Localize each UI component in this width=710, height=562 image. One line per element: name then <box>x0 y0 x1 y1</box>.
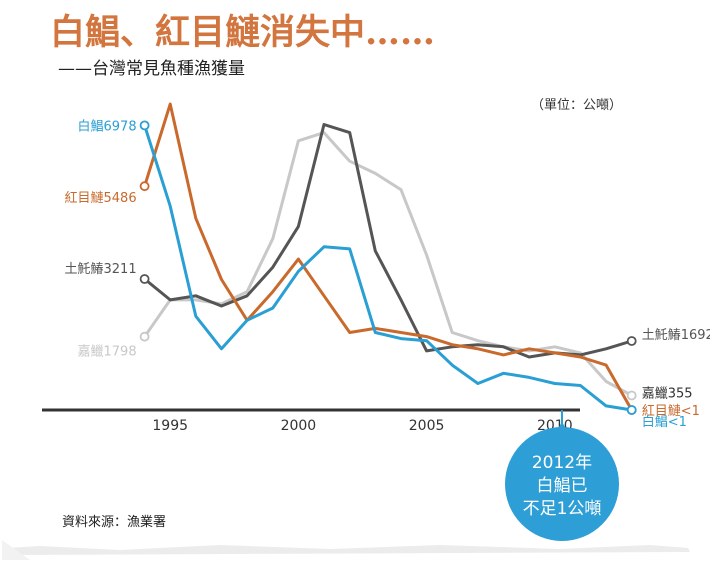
start-label-seabream: 嘉鱲1798 <box>78 345 137 360</box>
series-layer <box>139 102 637 415</box>
data-point-croaker-2003 <box>374 249 377 253</box>
data-point-white_pomfret-2007 <box>476 382 480 385</box>
data-point-white_pomfret-2003 <box>374 331 377 334</box>
start-label-croaker: 土魠鰆3211 <box>65 261 137 277</box>
endpoint-marker-croaker-1994 <box>139 274 150 284</box>
data-point-seabream-2010 <box>553 345 556 348</box>
end-label-bigeye: 紅目鰱<1 <box>642 404 700 419</box>
data-point-seabream-2005 <box>425 253 428 257</box>
endpoint-marker-croaker-2013 <box>626 336 637 346</box>
data-point-croaker-2004 <box>399 298 403 302</box>
endpoint-marker-bigeye-1994 <box>139 181 150 192</box>
data-point-bigeye-2008 <box>502 353 505 357</box>
data-point-white_pomfret-2004 <box>399 337 403 340</box>
endpoint-marker-white_pomfret-1994 <box>139 120 150 131</box>
data-point-bigeye-2010 <box>553 351 556 355</box>
end-label-croaker: 土魠鰆1692 <box>642 327 710 343</box>
data-point-white_pomfret-1997 <box>220 347 223 350</box>
paper-fold <box>2 540 30 560</box>
data-point-bigeye-2000 <box>297 257 300 261</box>
data-point-white_pomfret-2009 <box>528 376 531 379</box>
end-label-white_pomfret: 白鯧<1 <box>642 414 687 430</box>
series-line-white_pomfret <box>143 124 632 412</box>
paper-edge <box>6 545 690 555</box>
data-point-bigeye-2011 <box>579 355 582 359</box>
data-point-white_pomfret-2005 <box>425 339 428 342</box>
series-line-seabream <box>143 131 633 397</box>
data-point-seabream-2007 <box>476 339 480 342</box>
data-point-bigeye-2002 <box>348 331 351 334</box>
data-point-bigeye-1996 <box>194 217 197 220</box>
x-tick-1995: 1995 <box>152 418 188 434</box>
data-point-croaker-2008 <box>502 345 505 348</box>
chart-subtitle: ——台灣常見魚種漁獲量 <box>58 59 245 79</box>
x-tick-2000: 2000 <box>281 418 317 434</box>
data-point-seabream-2003 <box>374 172 377 175</box>
data-point-white_pomfret-2001 <box>322 245 326 248</box>
data-point-seabream-2006 <box>451 331 454 334</box>
data-point-seabream-1996 <box>194 298 197 302</box>
data-point-bigeye-1995 <box>169 102 172 106</box>
source-note: 資料來源：漁業署 <box>62 514 166 530</box>
data-point-white_pomfret-1998 <box>245 319 249 322</box>
data-point-bigeye-2007 <box>476 347 480 350</box>
data-point-croaker-1997 <box>220 304 223 308</box>
data-point-bigeye-2005 <box>425 335 428 338</box>
endpoint-marker-seabream-2013 <box>626 390 637 401</box>
data-point-bigeye-2004 <box>399 331 403 334</box>
data-point-white_pomfret-2008 <box>502 372 505 375</box>
data-point-bigeye-2009 <box>528 347 531 350</box>
data-point-croaker-1998 <box>245 294 249 297</box>
data-point-white_pomfret-2000 <box>297 270 300 273</box>
data-point-croaker-1995 <box>169 298 172 302</box>
data-point-white_pomfret-1995 <box>169 204 172 208</box>
data-point-white_pomfret-2012 <box>604 404 608 408</box>
data-point-white_pomfret-1996 <box>194 315 197 318</box>
data-point-croaker-2007 <box>476 343 480 346</box>
series-line-bigeye <box>143 102 634 411</box>
x-tick-2005: 2005 <box>409 418 445 434</box>
data-point-bigeye-2001 <box>322 294 326 297</box>
callout-line-1: 2012年 <box>532 453 592 473</box>
data-point-croaker-2005 <box>425 349 428 353</box>
x-tick-labels: 1995 2000 2005 2010 <box>152 418 572 434</box>
data-point-seabream-1998 <box>245 290 249 293</box>
unit-label: （單位：公噸） <box>531 98 622 113</box>
data-point-croaker-2001 <box>322 123 326 126</box>
data-point-white_pomfret-1999 <box>271 306 274 310</box>
data-point-bigeye-2012 <box>604 363 608 367</box>
callout-line-2: 白鯧已 <box>537 476 588 496</box>
data-point-croaker-2012 <box>604 347 608 350</box>
label-layer: 嘉鱲1798 嘉鱲355 土魠鰆3211 土魠鰆1692 紅目鰱5486 紅目鰱<1 白鯧6… <box>65 118 710 430</box>
data-point-seabream-2004 <box>399 188 403 191</box>
data-point-bigeye-1999 <box>271 290 274 293</box>
endpoint-marker-white_pomfret-2013 <box>626 405 637 415</box>
data-point-white_pomfret-2006 <box>451 363 454 367</box>
data-point-croaker-1996 <box>194 294 197 297</box>
data-point-white_pomfret-2011 <box>579 384 582 387</box>
data-point-croaker-2000 <box>297 225 300 228</box>
data-point-croaker-2009 <box>528 355 531 359</box>
series-line-croaker <box>143 123 633 359</box>
callout-bubble <box>505 427 619 541</box>
data-point-white_pomfret-2010 <box>553 382 556 385</box>
data-point-bigeye-2006 <box>451 343 454 346</box>
endpoint-marker-seabream-1994 <box>139 331 150 342</box>
callout-line-3: 不足1公噸 <box>523 499 602 519</box>
start-label-bigeye: 紅目鰱5486 <box>65 191 137 206</box>
data-point-seabream-2000 <box>297 139 300 142</box>
data-point-seabream-2012 <box>604 380 608 383</box>
data-point-seabream-2002 <box>348 160 351 163</box>
data-point-seabream-1999 <box>271 237 274 240</box>
end-label-seabream: 嘉鱲355 <box>642 387 693 402</box>
data-point-croaker-2002 <box>348 131 351 134</box>
start-label-white_pomfret: 白鯧6978 <box>78 118 137 134</box>
chart-title: 白鯧、紅目鰱消失中…… <box>50 12 435 53</box>
data-point-bigeye-1997 <box>220 278 223 281</box>
data-point-white_pomfret-2002 <box>348 247 351 251</box>
data-point-croaker-1999 <box>271 266 274 269</box>
